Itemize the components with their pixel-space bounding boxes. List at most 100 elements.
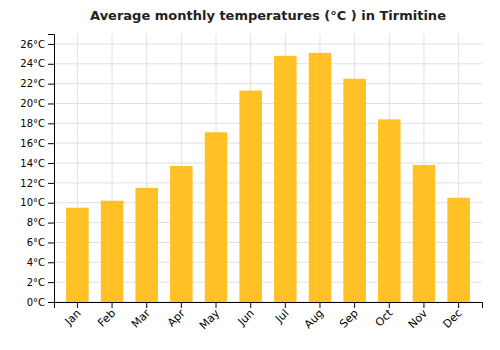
bar <box>170 166 193 302</box>
y-tick-mark <box>48 44 54 45</box>
x-tick-label: May <box>197 306 223 332</box>
x-tick: Jan <box>62 302 84 329</box>
y-axis-line <box>48 35 55 303</box>
y-tick-label: 2°C <box>27 277 45 288</box>
y-tick: 24°C <box>20 58 54 69</box>
y-tick-label: 8°C <box>27 217 45 228</box>
y-tick: 8°C <box>27 217 54 228</box>
bar <box>309 53 332 302</box>
x-tick-mark <box>112 302 113 308</box>
x-tick-label: Apr <box>165 306 188 329</box>
y-tick-label: 4°C <box>27 257 45 268</box>
bar <box>447 198 470 302</box>
y-tick: 10°C <box>20 197 54 208</box>
y-tick-mark <box>48 282 54 283</box>
y-tick-mark <box>48 223 54 224</box>
grid-line-y <box>54 83 482 84</box>
x-tick: May <box>197 302 223 332</box>
y-tick-mark <box>48 143 54 144</box>
x-tick-mark <box>389 302 390 308</box>
y-tick-mark <box>48 84 54 85</box>
grid <box>54 34 482 302</box>
x-tick-mark <box>181 302 182 308</box>
x-tick-label: Oct <box>373 306 396 329</box>
y-axis: 0°C 2°C 4°C 6°C 8°C 10°C 12°C 14°C 16°C 18°C 20°C 2… <box>20 35 54 308</box>
chart-svg: Jan Feb Mar Apr May Jun Jul Aug Sep Oct Nov Dec 0°C 2… <box>0 0 500 350</box>
y-tick-mark <box>48 302 54 303</box>
y-tick-mark <box>48 64 54 65</box>
grid-line-y <box>54 43 482 44</box>
y-tick-label: 10°C <box>20 197 45 208</box>
y-tick-label: 24°C <box>20 58 45 69</box>
bar <box>205 132 228 302</box>
grid-line-y <box>54 143 482 144</box>
x-tick: Aug <box>302 302 326 331</box>
x-tick-label: Jun <box>235 307 257 329</box>
y-tick: 12°C <box>20 178 54 189</box>
x-tick: Oct <box>373 302 396 329</box>
y-tick: 6°C <box>27 237 54 248</box>
bars <box>66 53 470 302</box>
y-tick-label: 14°C <box>20 158 45 169</box>
x-axis-line <box>55 303 483 309</box>
x-tick-mark <box>146 302 147 308</box>
title: Average monthly temperatures (°C ) in Ti… <box>90 8 446 23</box>
bar <box>274 56 297 302</box>
x-tick-label: Aug <box>302 307 326 331</box>
bar <box>413 165 436 302</box>
x-tick-label: Mar <box>129 306 153 330</box>
x-tick-mark <box>423 302 424 308</box>
y-tick-mark <box>48 123 54 124</box>
y-tick: 16°C <box>20 138 54 149</box>
x-tick: Feb <box>95 302 118 330</box>
grid-line-y <box>54 63 482 64</box>
y-tick-mark <box>48 163 54 164</box>
y-tick: 18°C <box>20 118 54 129</box>
y-tick-label: 6°C <box>27 237 45 248</box>
x-tick-mark <box>250 302 251 308</box>
plot-area: Jan Feb Mar Apr May Jun Jul Aug Sep Oct Nov Dec 0°C 2… <box>20 34 482 332</box>
bar <box>378 119 401 302</box>
x-tick-mark <box>77 302 78 308</box>
x-tick: Jun <box>235 302 257 329</box>
bar <box>239 91 262 302</box>
y-tick-mark <box>48 203 54 204</box>
grid-line-y <box>54 163 482 164</box>
y-tick: 20°C <box>20 98 54 109</box>
x-tick: Apr <box>165 302 188 329</box>
y-tick: 26°C <box>20 39 54 50</box>
x-tick: Mar <box>129 302 153 331</box>
y-tick: 2°C <box>27 277 54 288</box>
y-tick: 4°C <box>27 257 54 268</box>
bar <box>343 79 366 302</box>
x-tick-mark <box>319 302 320 308</box>
chart-container: Jan Feb Mar Apr May Jun Jul Aug Sep Oct Nov Dec 0°C 2… <box>0 0 500 350</box>
x-tick-label: Dec <box>441 307 465 331</box>
y-tick-mark <box>48 242 54 243</box>
x-axis: Jan Feb Mar Apr May Jun Jul Aug Sep Oct Nov Dec <box>55 302 483 332</box>
bar <box>101 201 124 302</box>
x-tick-label: Sep <box>337 307 361 331</box>
x-tick-label: Nov <box>406 306 431 331</box>
y-tick-label: 20°C <box>20 98 45 109</box>
y-tick-mark <box>48 103 54 104</box>
y-tick-label: 26°C <box>20 39 45 50</box>
bar <box>66 208 89 302</box>
y-tick-label: 16°C <box>20 138 45 149</box>
y-tick: 0°C <box>27 297 54 308</box>
y-tick: 22°C <box>20 78 54 89</box>
x-tick-mark <box>285 302 286 308</box>
x-tick: Dec <box>441 302 465 331</box>
bar <box>135 188 158 302</box>
y-tick-label: 18°C <box>20 118 45 129</box>
y-tick-label: 12°C <box>20 178 45 189</box>
y-tick-label: 0°C <box>27 297 45 308</box>
y-tick-label: 22°C <box>20 78 45 89</box>
x-tick-label: Jul <box>272 307 291 326</box>
x-tick-mark <box>354 302 355 308</box>
y-tick-mark <box>48 183 54 184</box>
y-tick: 14°C <box>20 158 54 169</box>
grid-line-y <box>54 103 482 104</box>
x-tick: Jul <box>272 302 291 326</box>
x-tick-mark <box>458 302 459 308</box>
